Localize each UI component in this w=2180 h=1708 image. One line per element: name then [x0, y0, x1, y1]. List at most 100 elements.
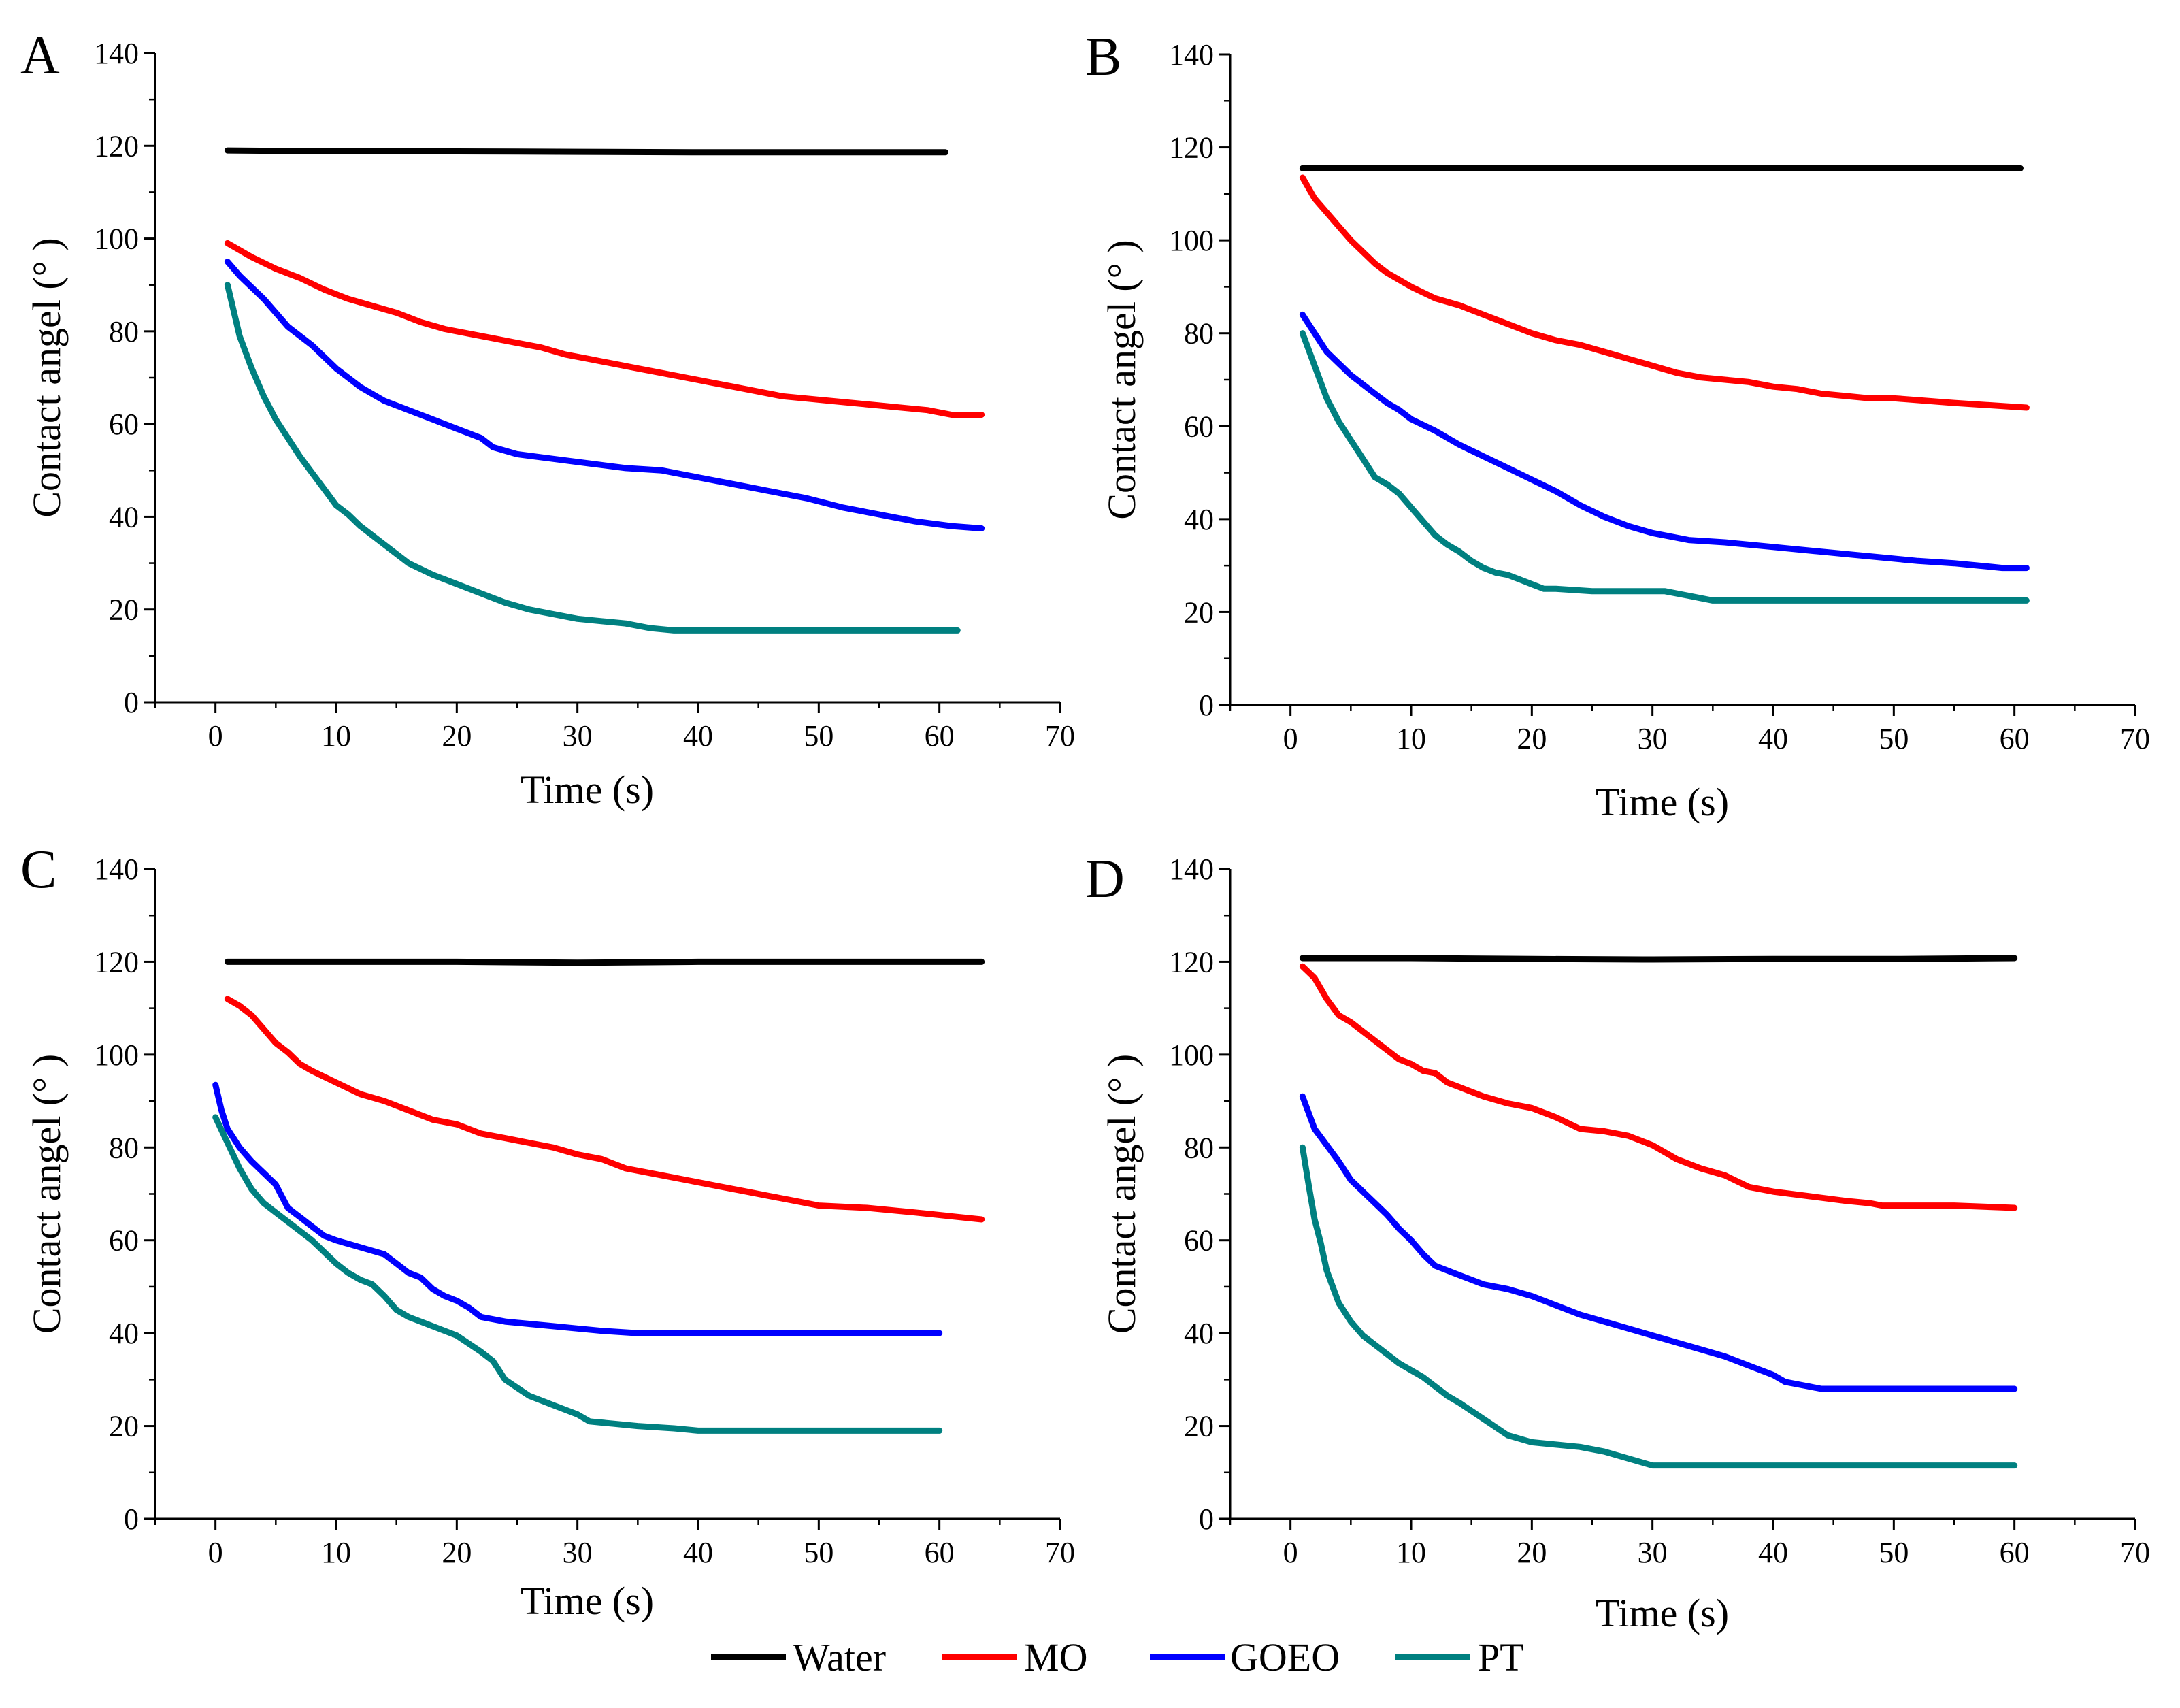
x-tick-label: 10: [321, 719, 351, 753]
x-tick-label: 0: [1283, 722, 1298, 755]
x-tick-label: 0: [208, 1536, 223, 1569]
x-tick-label: 20: [1517, 722, 1547, 755]
y-axis-label: Contact angel (° ): [24, 1054, 69, 1334]
x-tick-label: 30: [1638, 722, 1668, 755]
x-tick-label: 20: [442, 719, 472, 753]
y-tick-label: 20: [1184, 595, 1214, 629]
x-tick-label: 40: [683, 719, 713, 753]
y-tick-label: 120: [94, 945, 139, 979]
legend-label-goeo: GOEO: [1230, 1635, 1340, 1679]
series-line-goeo: [1299, 1093, 2018, 1392]
legend-label-water: Water: [793, 1635, 886, 1679]
y-tick-label: 60: [109, 1224, 139, 1258]
x-tick-label: 50: [804, 1536, 833, 1569]
y-tick-label: 0: [124, 1502, 139, 1536]
x-tick-label: 30: [563, 1536, 593, 1569]
panel-letter: B: [1085, 27, 1121, 87]
x-tick-label: 40: [1758, 722, 1788, 755]
panel-letter: D: [1085, 849, 1125, 909]
x-tick-label: 70: [2120, 1536, 2150, 1569]
x-tick-label: 0: [208, 719, 223, 753]
y-tick-label: 20: [109, 1410, 139, 1443]
x-tick-label: 60: [925, 1536, 955, 1569]
y-axis-label: Contact angel (° ): [1100, 1054, 1144, 1334]
x-tick-label: 60: [2000, 1536, 2030, 1569]
series-line-water: [224, 147, 948, 156]
y-tick-label: 20: [1184, 1410, 1214, 1443]
panel-letter: A: [20, 26, 60, 86]
x-tick-label: 50: [1879, 1536, 1909, 1569]
y-tick-label: 60: [109, 408, 139, 441]
x-axis-label: Time (s): [1596, 1591, 1729, 1635]
x-tick-label: 50: [1879, 722, 1909, 755]
y-tick-label: 60: [1184, 1224, 1214, 1258]
series-line-pt: [1299, 1144, 2018, 1469]
y-tick-label: 40: [1184, 503, 1214, 536]
series-line-goeo: [1299, 311, 2030, 572]
y-tick-label: 0: [124, 686, 139, 719]
x-tick-label: 30: [1638, 1536, 1668, 1569]
series-line-pt: [224, 282, 961, 634]
y-tick-label: 0: [1199, 689, 1214, 722]
series-line-goeo: [224, 259, 985, 531]
y-tick-label: 120: [1169, 131, 1214, 165]
x-tick-label: 60: [925, 719, 955, 753]
y-tick-label: 100: [1169, 1038, 1214, 1072]
x-tick-label: 0: [1283, 1536, 1298, 1569]
y-tick-label: 120: [94, 129, 139, 163]
x-axis-label: Time (s): [521, 768, 654, 812]
y-axis-label: Contact angel (° ): [1100, 240, 1144, 519]
x-tick-label: 50: [804, 719, 833, 753]
legend: Water MO GOEO PT: [711, 1635, 1524, 1679]
series-line-mo: [1299, 963, 2018, 1211]
x-tick-label: 10: [1396, 722, 1426, 755]
y-tick-label: 100: [94, 1038, 139, 1072]
panel-a: 0 20 40 60 80 100 120 140 0 10 20 30 40 50 60 70 Time (s…: [20, 26, 1075, 812]
x-tick-label: 20: [442, 1536, 472, 1569]
x-tick-label: 70: [1045, 719, 1075, 753]
y-tick-label: 40: [1184, 1317, 1214, 1350]
y-tick-label: 140: [94, 37, 139, 70]
y-tick-label: 100: [1169, 224, 1214, 257]
x-tick-label: 10: [1396, 1536, 1426, 1569]
x-tick-label: 70: [1045, 1536, 1075, 1569]
series-line-pt: [1299, 330, 2030, 604]
y-axis-label: Contact angel (° ): [24, 237, 69, 517]
series-line-mo: [224, 996, 985, 1223]
series-line-mo: [1299, 174, 2030, 411]
y-tick-label: 80: [1184, 1131, 1214, 1164]
y-tick-label: 0: [1199, 1502, 1214, 1536]
x-axis-label: Time (s): [521, 1579, 654, 1623]
y-tick-label: 140: [1169, 38, 1214, 71]
y-tick-label: 20: [109, 593, 139, 627]
y-tick-label: 80: [109, 1131, 139, 1164]
series-line-pt: [212, 1114, 943, 1434]
x-tick-label: 30: [563, 719, 593, 753]
x-tick-label: 20: [1517, 1536, 1547, 1569]
x-axis-label: Time (s): [1596, 780, 1729, 824]
x-tick-label: 40: [1758, 1536, 1788, 1569]
series-line-water: [1299, 955, 2018, 963]
y-tick-label: 140: [94, 853, 139, 886]
panel-d: 0 20 40 60 80 100 120 140 0 10 20 30 40 50 60 70 Time (s…: [1085, 849, 2150, 1635]
panel-c: 0 20 40 60 80 100 120 140 0 10 20 30 40 50 60 70 Time (s…: [20, 840, 1075, 1623]
x-tick-label: 40: [683, 1536, 713, 1569]
y-tick-label: 40: [109, 500, 139, 533]
y-tick-label: 80: [1184, 317, 1214, 350]
y-tick-label: 100: [94, 223, 139, 256]
x-tick-label: 10: [321, 1536, 351, 1569]
y-tick-label: 40: [109, 1317, 139, 1350]
y-tick-label: 120: [1169, 945, 1214, 979]
y-tick-label: 80: [109, 315, 139, 348]
panel-b: 0 20 40 60 80 100 120 140 0 10 20 30 40 50 60 70 Time (s…: [1085, 27, 2150, 824]
x-tick-label: 60: [2000, 722, 2030, 755]
legend-label-mo: MO: [1024, 1635, 1087, 1679]
legend-label-pt: PT: [1478, 1635, 1524, 1679]
y-tick-label: 140: [1169, 853, 1214, 886]
x-tick-label: 70: [2120, 722, 2150, 755]
series-line-mo: [224, 240, 985, 418]
series-line-goeo: [212, 1081, 943, 1336]
panel-letter: C: [20, 840, 56, 900]
y-tick-label: 60: [1184, 410, 1214, 443]
